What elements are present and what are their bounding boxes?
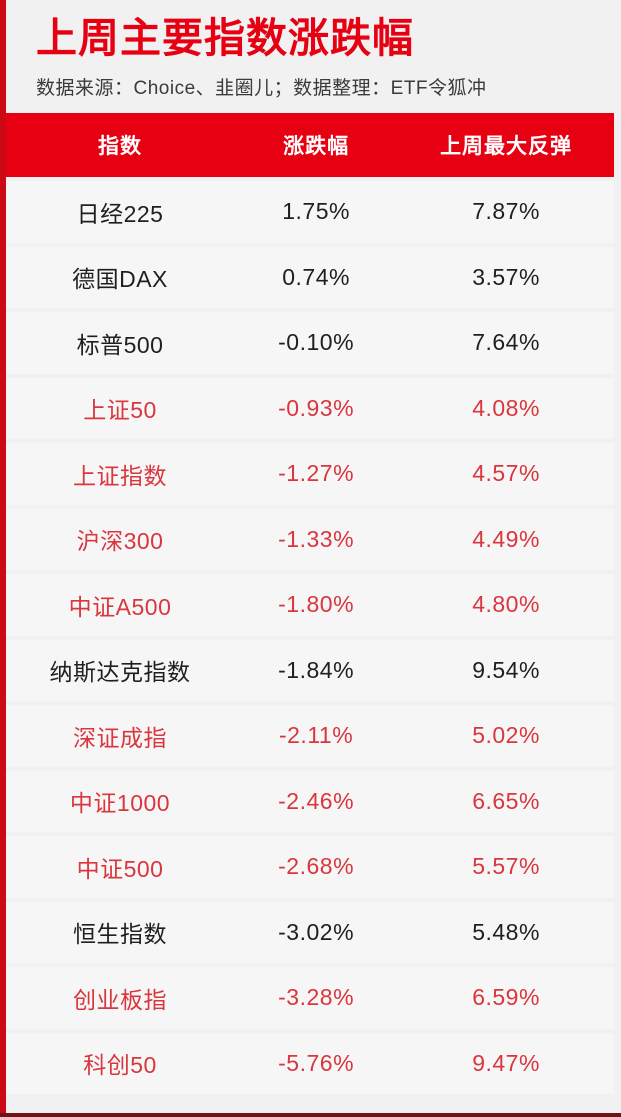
weekly-change-value: -1.27% — [278, 460, 355, 487]
column-header-index: 指数 — [98, 135, 142, 158]
column-header-max-rebound: 上周最大反弹 — [440, 135, 573, 158]
table-row: 上证指数 -1.27% 4.57% — [6, 443, 614, 505]
column-header-change: 涨跌幅 — [283, 135, 350, 158]
max-rebound-value: 9.54% — [472, 656, 540, 683]
max-rebound-value: 4.80% — [472, 591, 540, 618]
table-row: 德国DAX 0.74% 3.57% — [6, 246, 614, 308]
max-rebound-value: 4.57% — [472, 460, 540, 487]
weekly-change-value: 0.74% — [282, 263, 350, 290]
index-name: 标普500 — [76, 331, 164, 358]
weekly-change-value: -3.02% — [278, 918, 355, 945]
page-title: 上周主要指数涨跌幅 — [36, 15, 414, 61]
weekly-change-value: -2.46% — [278, 787, 355, 814]
index-name: 恒生指数 — [73, 921, 167, 948]
table-header-row: 指数 涨跌幅 上周最大反弹 — [6, 113, 614, 177]
table-row: 上证50 -0.93% 4.08% — [6, 377, 614, 439]
max-rebound-value: 4.08% — [472, 394, 540, 421]
max-rebound-value: 6.65% — [472, 787, 540, 814]
index-name: 沪深300 — [76, 528, 164, 555]
weekly-change-value: -5.76% — [278, 1049, 355, 1076]
max-rebound-value: 4.49% — [472, 525, 540, 552]
max-rebound-value: 6.59% — [472, 984, 540, 1011]
table-row: 中证A500 -1.80% 4.80% — [6, 574, 614, 636]
table-row: 日经225 1.75% 7.87% — [6, 181, 614, 243]
table-row: 中证500 -2.68% 5.57% — [6, 836, 614, 898]
max-rebound-value: 3.57% — [472, 263, 540, 290]
data-source-note: 数据来源：Choice、韭圈儿；数据整理：ETF令狐冲 — [36, 78, 487, 100]
index-name: 中证500 — [76, 855, 164, 882]
max-rebound-value: 7.64% — [472, 329, 540, 356]
table-row: 标普500 -0.10% 7.64% — [6, 312, 614, 374]
index-name: 中证1000 — [69, 790, 171, 817]
max-rebound-value: 5.57% — [472, 853, 540, 880]
index-name: 深证成指 — [73, 724, 167, 751]
table-row: 中证1000 -2.46% 6.65% — [6, 770, 614, 832]
weekly-change-value: -1.84% — [278, 656, 355, 683]
max-rebound-value: 7.87% — [472, 198, 540, 225]
table-row: 沪深300 -1.33% 4.49% — [6, 508, 614, 570]
max-rebound-value: 5.02% — [472, 722, 540, 749]
max-rebound-value: 9.47% — [472, 1049, 540, 1076]
title-section: 上周主要指数涨跌幅 数据来源：Choice、韭圈儿；数据整理：ETF令狐冲 — [0, 0, 621, 113]
weekly-change-value: -2.11% — [278, 722, 354, 749]
index-name: 中证A500 — [68, 593, 172, 620]
index-name: 德国DAX — [72, 266, 168, 293]
index-name: 日经225 — [76, 200, 164, 227]
index-name: 科创50 — [83, 1052, 157, 1079]
weekly-change-value: -1.80% — [278, 591, 355, 618]
table-row: 恒生指数 -3.02% 5.48% — [6, 901, 614, 963]
weekly-change-value: -1.33% — [278, 525, 355, 552]
weekly-change-value: -0.10% — [278, 329, 355, 356]
table-body: 日经225 1.75% 7.87% 德国DAX 0.74% 3.57% 标普50… — [6, 181, 614, 1094]
index-name: 创业板指 — [73, 986, 167, 1013]
table-row: 科创50 -5.76% 9.47% — [6, 1032, 614, 1094]
table-row: 纳斯达克指数 -1.84% 9.54% — [6, 639, 614, 701]
weekly-change-value: -3.28% — [278, 984, 355, 1011]
weekly-change-value: -0.93% — [278, 394, 355, 421]
index-name: 上证50 — [83, 397, 157, 424]
weekly-change-value: -2.68% — [278, 853, 355, 880]
table-row: 深证成指 -2.11% 5.02% — [6, 705, 614, 767]
index-name: 上证指数 — [73, 462, 167, 489]
weekly-change-value: 1.75% — [282, 198, 350, 225]
bottom-border-line — [0, 1113, 621, 1117]
table-row: 创业板指 -3.28% 6.59% — [6, 967, 614, 1029]
max-rebound-value: 5.48% — [472, 918, 540, 945]
left-red-accent-bar — [0, 0, 6, 1117]
index-name: 纳斯达克指数 — [49, 659, 191, 686]
